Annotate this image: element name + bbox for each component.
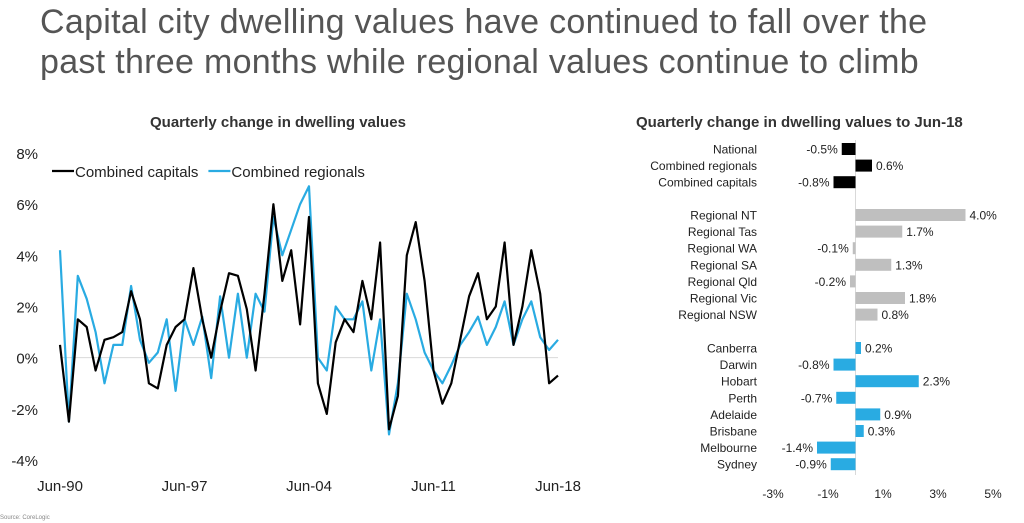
bar-value-label: 0.9% bbox=[884, 408, 912, 422]
bar bbox=[850, 275, 856, 288]
bar-category-label: Melbourne bbox=[700, 441, 757, 455]
bar-value-label: 0.3% bbox=[868, 425, 896, 439]
bar-category-label: Regional NSW bbox=[678, 308, 757, 322]
bar-category-label: Adelaide bbox=[710, 408, 757, 422]
bar bbox=[855, 408, 881, 421]
bar-category-label: Canberra bbox=[707, 342, 757, 356]
x-tick-label: -1% bbox=[817, 487, 839, 501]
bar-category-label: Brisbane bbox=[710, 425, 758, 439]
bar-category-label: Perth bbox=[728, 391, 757, 405]
bar-value-label: 1.7% bbox=[906, 225, 934, 239]
bar-category-label: Regional WA bbox=[687, 242, 757, 256]
bar-value-label: 2.3% bbox=[923, 375, 951, 389]
legend-label: Combined regionals bbox=[231, 164, 364, 181]
y-tick-label: 4% bbox=[16, 248, 38, 265]
bar-value-label: -0.2% bbox=[815, 275, 847, 289]
series-line-combined-capitals bbox=[58, 203, 559, 431]
bar-value-label: 0.6% bbox=[876, 159, 904, 173]
bar-category-label: Regional Tas bbox=[688, 225, 757, 239]
bar bbox=[830, 458, 856, 471]
bar bbox=[855, 159, 872, 172]
bar-category-label: Regional SA bbox=[690, 258, 757, 272]
bar bbox=[855, 375, 919, 388]
y-tick-label: 2% bbox=[16, 300, 38, 317]
x-tick-label: Jun-18 bbox=[535, 478, 581, 495]
x-tick-label: 1% bbox=[874, 487, 892, 501]
x-tick-label: 5% bbox=[984, 487, 1002, 501]
bar-value-label: 0.2% bbox=[865, 342, 893, 356]
bar-chart-title: Quarterly change in dwelling values to J… bbox=[636, 114, 963, 131]
slide-title: Capital city dwelling values have contin… bbox=[40, 2, 927, 82]
bar-value-label: -0.7% bbox=[801, 391, 833, 405]
y-tick-label: -2% bbox=[11, 402, 38, 419]
bar-category-label: Regional Vic bbox=[690, 292, 757, 306]
bar bbox=[833, 358, 856, 371]
bar bbox=[841, 143, 856, 155]
bar bbox=[855, 425, 864, 437]
bar-value-label: 4.0% bbox=[970, 209, 998, 223]
bar-category-label: National bbox=[713, 143, 757, 157]
bar-value-label: -1.4% bbox=[782, 441, 814, 455]
bar-value-label: -0.8% bbox=[798, 358, 830, 372]
bar bbox=[852, 242, 856, 255]
bar-category-label: Combined regionals bbox=[650, 159, 757, 173]
line-chart-title: Quarterly change in dwelling values bbox=[150, 114, 406, 131]
y-tick-label: 8% bbox=[16, 146, 38, 163]
bar bbox=[855, 342, 861, 354]
bar bbox=[855, 292, 905, 304]
legend-label: Combined capitals bbox=[75, 164, 198, 181]
bar bbox=[833, 176, 856, 189]
slide-title-line2: past three months while regional values … bbox=[40, 43, 919, 81]
y-tick-label: 6% bbox=[16, 197, 38, 214]
y-tick-label: 0% bbox=[16, 351, 38, 368]
bar-category-label: Sydney bbox=[717, 458, 757, 472]
x-tick-label: Jun-90 bbox=[37, 478, 83, 495]
bar-value-label: 0.8% bbox=[882, 308, 910, 322]
bar-value-label: -0.8% bbox=[798, 176, 830, 190]
x-tick-label: Jun-11 bbox=[411, 478, 456, 495]
bar-category-label: Darwin bbox=[720, 358, 757, 372]
y-tick-label: -4% bbox=[11, 453, 38, 470]
bar-category-label: Regional Qld bbox=[688, 275, 757, 289]
bar bbox=[817, 441, 856, 454]
bar bbox=[855, 308, 878, 321]
x-tick-label: Jun-04 bbox=[286, 478, 332, 495]
x-tick-label: 3% bbox=[929, 487, 947, 501]
bar bbox=[855, 258, 892, 271]
source-note: Source: CoreLogic bbox=[0, 515, 50, 521]
bar bbox=[836, 391, 856, 404]
bar-category-label: Combined capitals bbox=[658, 176, 757, 190]
x-tick-label: -3% bbox=[762, 487, 784, 501]
bar-value-label: -0.5% bbox=[806, 143, 838, 157]
x-tick-label: Jun-97 bbox=[162, 478, 208, 495]
bar-category-label: Hobart bbox=[721, 375, 758, 389]
bar-category-label: Regional NT bbox=[690, 209, 757, 223]
bar bbox=[855, 225, 903, 238]
slide-title-line1: Capital city dwelling values have contin… bbox=[40, 3, 928, 41]
bar-value-label: -0.9% bbox=[795, 458, 827, 472]
bar-value-label: -0.1% bbox=[817, 242, 849, 256]
bar-value-label: 1.3% bbox=[895, 258, 923, 272]
bar-value-label: 1.8% bbox=[909, 292, 937, 306]
bar bbox=[855, 209, 966, 221]
